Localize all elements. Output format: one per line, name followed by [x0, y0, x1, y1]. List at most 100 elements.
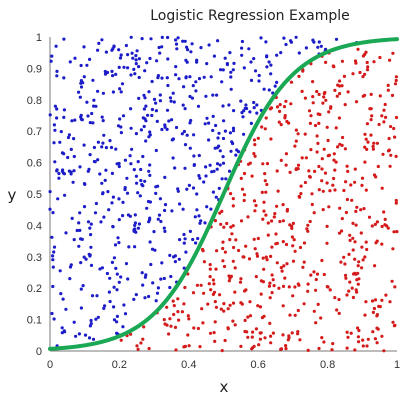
red-point — [372, 60, 376, 64]
red-point — [320, 167, 324, 171]
red-point — [356, 326, 360, 330]
red-point — [252, 199, 257, 203]
blue-point — [143, 179, 147, 183]
red-point — [322, 95, 326, 99]
red-point — [337, 231, 342, 235]
red-point — [269, 137, 273, 141]
red-point — [327, 205, 331, 209]
red-point — [300, 89, 304, 93]
red-point — [246, 215, 250, 219]
blue-point — [147, 90, 151, 94]
red-point — [277, 120, 281, 124]
red-point — [332, 158, 336, 162]
blue-point — [193, 215, 197, 219]
red-point — [239, 219, 244, 223]
red-point — [325, 241, 329, 245]
blue-point — [69, 170, 73, 174]
red-point — [345, 197, 349, 202]
red-point — [214, 305, 218, 309]
red-point — [360, 176, 365, 180]
blue-point — [242, 132, 246, 136]
red-point — [227, 279, 231, 283]
red-point — [369, 118, 373, 122]
blue-point — [144, 119, 148, 123]
blue-point — [163, 229, 167, 233]
red-point — [284, 163, 288, 167]
red-point — [313, 123, 318, 128]
blue-point — [77, 221, 81, 225]
red-point — [392, 126, 396, 131]
blue-point — [92, 159, 96, 164]
red-point — [279, 158, 283, 162]
red-point — [375, 341, 379, 345]
red-point — [365, 344, 369, 348]
red-point — [332, 176, 336, 181]
blue-point — [158, 93, 162, 97]
red-point — [298, 338, 302, 342]
red-point — [222, 309, 226, 313]
red-point — [369, 92, 373, 96]
blue-point — [101, 119, 105, 123]
red-point — [360, 183, 364, 187]
red-point — [306, 348, 310, 352]
blue-point — [114, 72, 118, 76]
blue-point — [116, 236, 120, 240]
red-point — [363, 313, 367, 317]
red-point — [321, 208, 325, 212]
red-point — [338, 79, 342, 83]
blue-point — [118, 87, 122, 91]
blue-point — [182, 241, 186, 245]
blue-point — [118, 56, 123, 60]
red-point — [303, 96, 307, 100]
blue-point — [297, 51, 301, 55]
blue-point — [108, 276, 112, 280]
red-point — [272, 284, 276, 288]
red-point — [394, 198, 398, 203]
blue-point — [131, 56, 135, 60]
red-point — [356, 335, 360, 339]
blue-point — [121, 200, 125, 204]
blue-point — [231, 126, 236, 130]
blue-point — [157, 213, 162, 217]
red-point — [222, 264, 227, 269]
red-point — [206, 302, 210, 306]
red-point — [391, 247, 395, 251]
red-point — [297, 74, 301, 78]
blue-point — [181, 103, 185, 107]
blue-point — [195, 208, 199, 212]
red-point — [233, 266, 237, 270]
red-point — [337, 297, 341, 302]
blue-point — [125, 176, 129, 180]
blue-point — [195, 192, 199, 196]
blue-point — [289, 39, 293, 43]
red-point — [331, 342, 335, 346]
red-point — [135, 344, 139, 348]
blue-point — [117, 65, 121, 69]
red-point — [323, 171, 328, 175]
blue-point — [137, 96, 141, 100]
blue-point — [91, 337, 96, 341]
blue-point — [231, 129, 236, 133]
red-point — [264, 190, 268, 194]
red-point — [296, 332, 300, 336]
red-point — [272, 215, 276, 219]
blue-point — [146, 113, 150, 117]
blue-point — [89, 322, 93, 326]
red-point — [239, 176, 243, 180]
red-point — [208, 263, 212, 267]
red-point — [350, 198, 354, 202]
blue-point — [188, 94, 192, 99]
blue-point — [247, 47, 251, 51]
red-point — [218, 293, 222, 297]
blue-point — [182, 85, 186, 89]
blue-point — [56, 197, 60, 201]
blue-point — [139, 128, 143, 132]
blue-point — [156, 76, 160, 80]
red-point — [382, 120, 386, 124]
blue-point — [67, 133, 71, 137]
red-point — [172, 304, 176, 308]
blue-point — [137, 75, 141, 80]
blue-point — [163, 203, 168, 207]
scatter-points — [48, 35, 399, 353]
red-point — [380, 334, 384, 338]
